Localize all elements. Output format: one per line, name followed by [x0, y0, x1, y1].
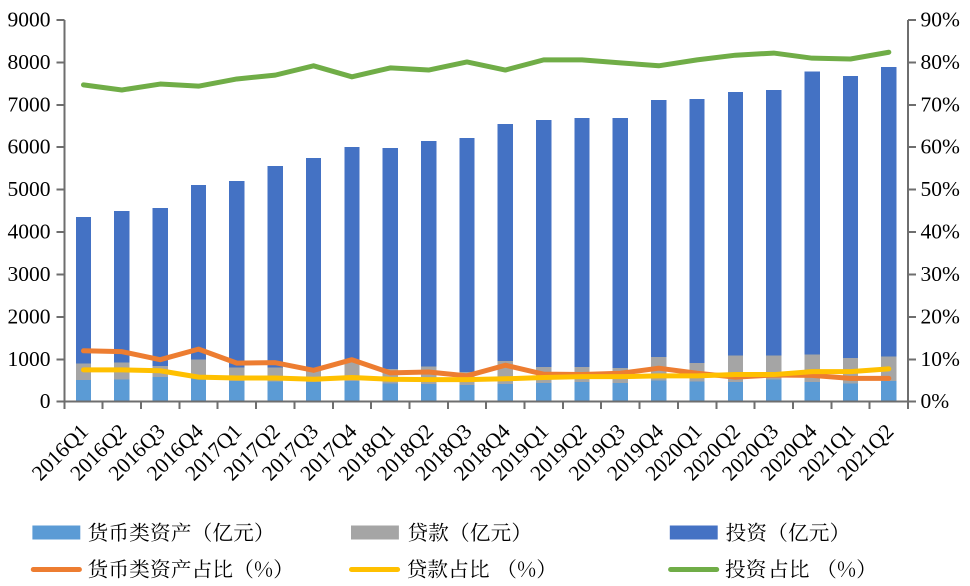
- svg-text:0%: 0%: [921, 389, 950, 413]
- svg-text:8000: 8000: [8, 50, 51, 74]
- svg-text:2000: 2000: [8, 304, 51, 328]
- svg-text:6000: 6000: [8, 135, 51, 159]
- svg-text:50%: 50%: [921, 177, 961, 201]
- svg-text:20%: 20%: [921, 304, 961, 328]
- svg-text:10%: 10%: [921, 347, 961, 371]
- svg-text:9000: 9000: [8, 8, 51, 32]
- svg-text:4000: 4000: [8, 220, 51, 244]
- svg-text:7000: 7000: [8, 92, 51, 116]
- svg-text:1000: 1000: [8, 347, 51, 371]
- svg-text:70%: 70%: [921, 92, 961, 116]
- svg-text:60%: 60%: [921, 135, 961, 159]
- svg-text:30%: 30%: [921, 262, 961, 286]
- svg-text:80%: 80%: [921, 50, 961, 74]
- svg-text:0: 0: [40, 389, 51, 413]
- svg-text:90%: 90%: [921, 8, 961, 32]
- svg-text:5000: 5000: [8, 177, 51, 201]
- svg-text:40%: 40%: [921, 220, 961, 244]
- svg-text:3000: 3000: [8, 262, 51, 286]
